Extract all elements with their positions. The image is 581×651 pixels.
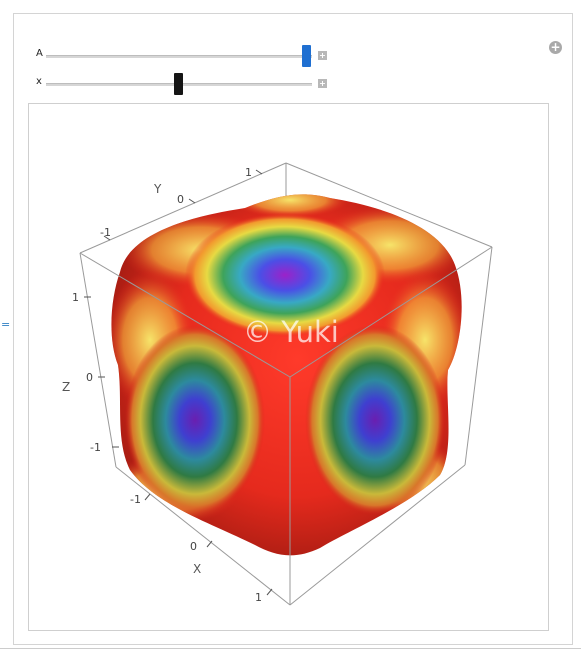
z-axis-label: Z	[62, 380, 70, 394]
x-tick-1: 1	[255, 591, 262, 604]
slider-x-row: x +	[34, 73, 334, 95]
bounding-box-front	[79, 246, 493, 606]
y-tick-1: 1	[245, 166, 252, 179]
x-axis-label: X	[193, 562, 201, 576]
slider-a-track[interactable]	[46, 55, 312, 58]
output-marker: =	[1, 318, 11, 331]
slider-x-expand-button[interactable]: +	[318, 79, 327, 88]
watermark: © Yuki	[243, 315, 339, 349]
y-tick-0: 0	[177, 193, 184, 206]
z-tick-neg1: -1	[90, 441, 101, 454]
slider-a-row: A +	[34, 45, 334, 67]
add-icon[interactable]: +	[549, 40, 562, 54]
z-axis-ticks	[84, 296, 119, 448]
slider-x-label: x	[36, 76, 42, 87]
slider-a-expand-button[interactable]: +	[318, 51, 327, 60]
slider-x-thumb[interactable]	[174, 73, 183, 95]
y-tick-neg1: -1	[100, 226, 111, 239]
x-tick-0: 0	[190, 540, 197, 553]
y-axis-ticks	[103, 169, 263, 241]
x-axis-ticks	[144, 493, 273, 596]
bottom-divider	[0, 648, 581, 649]
z-tick-1: 1	[72, 291, 79, 304]
y-axis-label: Y	[153, 182, 162, 196]
slider-a-thumb[interactable]	[302, 45, 311, 67]
z-tick-0: 0	[86, 371, 93, 384]
slider-a-label: A	[36, 48, 43, 59]
x-tick-neg1: -1	[130, 493, 141, 506]
